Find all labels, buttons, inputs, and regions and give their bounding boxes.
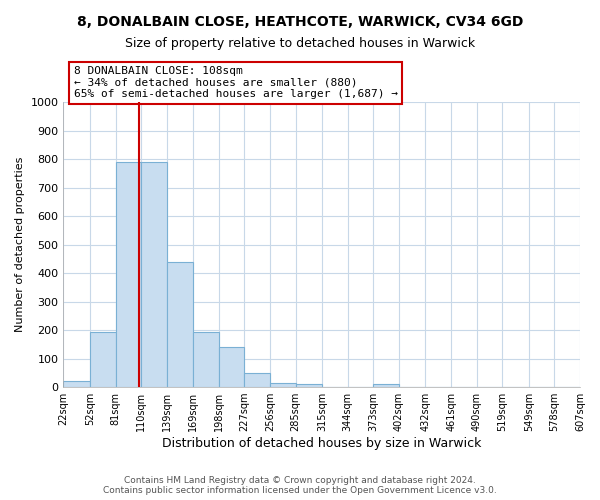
Text: Contains HM Land Registry data © Crown copyright and database right 2024.
Contai: Contains HM Land Registry data © Crown c… bbox=[103, 476, 497, 495]
Text: 8, DONALBAIN CLOSE, HEATHCOTE, WARWICK, CV34 6GD: 8, DONALBAIN CLOSE, HEATHCOTE, WARWICK, … bbox=[77, 15, 523, 29]
Bar bbox=[90, 332, 116, 387]
Bar bbox=[373, 384, 399, 387]
Bar bbox=[244, 373, 270, 387]
Bar bbox=[219, 347, 244, 387]
Bar bbox=[167, 262, 193, 387]
Y-axis label: Number of detached properties: Number of detached properties bbox=[15, 157, 25, 332]
Bar bbox=[270, 383, 296, 387]
Bar bbox=[193, 332, 219, 387]
Bar bbox=[296, 384, 322, 387]
Bar bbox=[116, 162, 141, 387]
Bar bbox=[64, 382, 90, 387]
X-axis label: Distribution of detached houses by size in Warwick: Distribution of detached houses by size … bbox=[162, 437, 481, 450]
Bar bbox=[141, 162, 167, 387]
Text: 8 DONALBAIN CLOSE: 108sqm
← 34% of detached houses are smaller (880)
65% of semi: 8 DONALBAIN CLOSE: 108sqm ← 34% of detac… bbox=[74, 66, 398, 99]
Text: Size of property relative to detached houses in Warwick: Size of property relative to detached ho… bbox=[125, 38, 475, 51]
